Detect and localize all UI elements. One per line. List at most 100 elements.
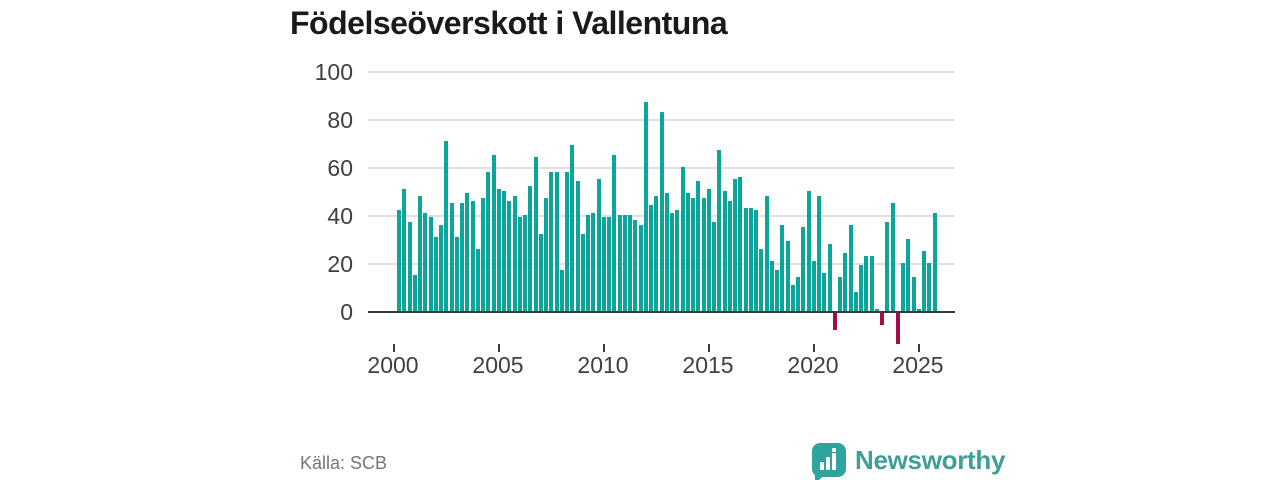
bar: [717, 150, 722, 311]
bar: [769, 260, 774, 311]
bar: [586, 215, 590, 311]
x-tick-label: 2025: [892, 352, 944, 378]
bar: [712, 222, 716, 311]
bar: [475, 248, 480, 311]
bar: [754, 210, 758, 311]
bar: [402, 188, 407, 311]
bar: [523, 215, 527, 311]
bar: [486, 171, 491, 311]
bar: [554, 171, 559, 311]
bar: [622, 215, 627, 311]
x-tick: [498, 344, 500, 352]
bar: [570, 145, 575, 311]
bar: [827, 243, 832, 311]
bar: [470, 200, 475, 311]
bar: [927, 263, 932, 311]
bar: [759, 248, 764, 311]
bar: [418, 195, 422, 311]
bar: [460, 203, 464, 311]
logo-exclamation-dot-icon: [832, 448, 836, 452]
bar: [617, 215, 622, 311]
bar: [565, 171, 569, 311]
bar: [465, 193, 470, 311]
bar: [633, 219, 638, 311]
bar: [549, 171, 554, 311]
bar: [874, 308, 879, 311]
bar: [664, 193, 669, 311]
plot-area: 0 20 40 60 80 100 2000 2005 2010 2015 2020 2025: [315, 59, 955, 390]
bar: [817, 195, 821, 311]
bar: [538, 234, 543, 311]
bar: [890, 203, 895, 311]
bar: [643, 102, 648, 311]
source-text: Källa: SCB: [300, 453, 388, 473]
bar: [922, 251, 926, 311]
bar: [612, 155, 617, 311]
bar: [843, 253, 848, 311]
bar: [706, 188, 711, 311]
bar: [932, 212, 937, 311]
y-axis-label: 60: [327, 155, 353, 181]
bar: [412, 275, 417, 311]
x-axis-line: [368, 311, 955, 313]
logo-bar-icon: [826, 457, 830, 470]
bar: [454, 236, 459, 311]
bar: [895, 313, 900, 345]
bar: [638, 224, 643, 311]
newsworthy-bubble-chart-icon: [812, 443, 846, 480]
bar: [916, 308, 921, 311]
bar: [838, 277, 842, 311]
bar: [822, 272, 827, 311]
bar: [743, 207, 748, 311]
bar: [491, 155, 496, 311]
bar: [832, 313, 837, 330]
bar: [649, 205, 653, 311]
bar: [764, 195, 769, 311]
bar: [481, 198, 485, 311]
bar: [680, 167, 685, 311]
bar: [580, 234, 585, 311]
bar: [559, 270, 564, 311]
bar: [722, 191, 727, 311]
bar: [785, 241, 790, 311]
bar: [496, 188, 501, 311]
bar: [507, 200, 512, 311]
logo-bar-icon: [832, 453, 836, 470]
bar: [517, 217, 522, 311]
y-axis-label: 20: [327, 251, 353, 277]
bar: [670, 212, 674, 311]
bar: [885, 222, 890, 311]
x-tick: [603, 344, 605, 352]
x-tick-label: 2010: [577, 352, 629, 378]
bar: [806, 191, 811, 311]
bar: [607, 217, 611, 311]
bar: [691, 198, 695, 311]
bar: [696, 181, 701, 311]
x-tick: [393, 344, 395, 352]
bar: [675, 210, 680, 311]
bar: [596, 179, 601, 311]
bar: [544, 198, 548, 311]
bar: [428, 217, 433, 311]
bar: [444, 140, 449, 311]
bar: [528, 186, 533, 311]
y-axis-label: 0: [340, 299, 353, 325]
bar: [727, 200, 732, 311]
bar: [433, 236, 438, 311]
logo-bar-icon: [820, 462, 824, 470]
bar: [397, 210, 401, 311]
x-tick-label: 2005: [472, 352, 524, 378]
bar: [775, 270, 779, 311]
bar: [628, 215, 632, 311]
bar: [801, 227, 806, 311]
bar: [853, 291, 858, 311]
newsworthy-wordmark: Newsworthy: [855, 444, 1006, 475]
bar: [685, 193, 690, 311]
bar: [733, 179, 737, 311]
x-tick: [918, 344, 920, 352]
bar: [864, 255, 869, 311]
chart-title: Födelseöverskott i Vallentuna: [290, 5, 728, 41]
bar: [790, 284, 795, 311]
x-tick: [708, 344, 710, 352]
